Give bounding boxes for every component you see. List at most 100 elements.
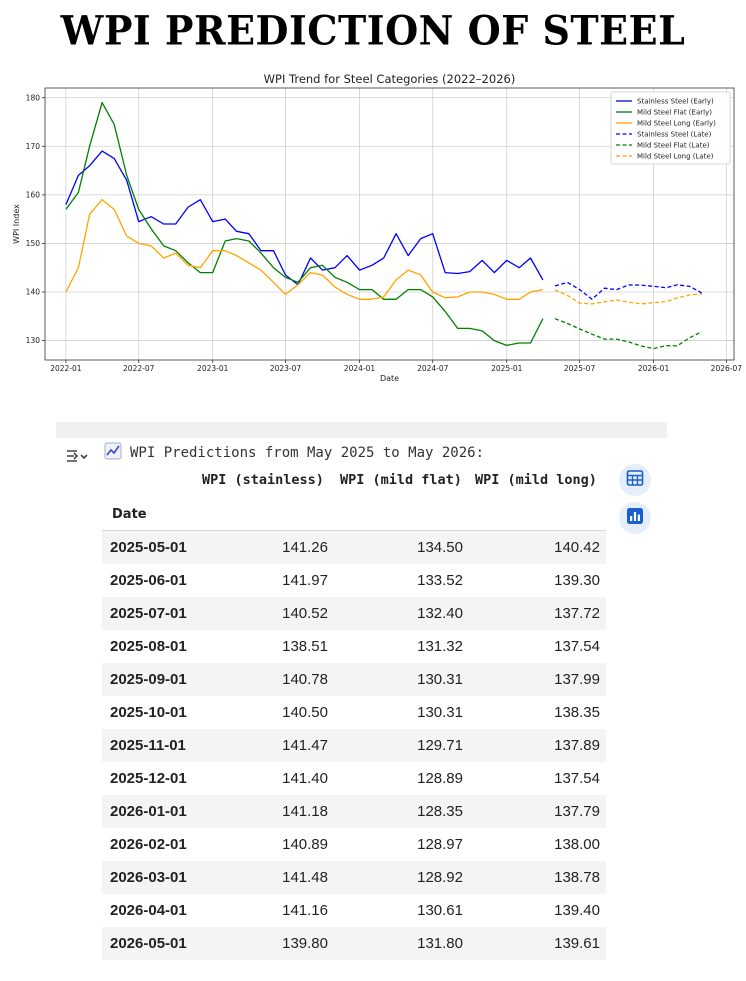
y-tick-label: 130	[26, 336, 41, 345]
convert-to-table-button[interactable]	[619, 464, 651, 496]
row-date: 2025-09-01	[110, 671, 187, 688]
table-row: 2026-01-01 141.18 128.35 137.79	[102, 795, 606, 828]
cell-mild-flat: 130.31	[417, 704, 463, 721]
page-title: WPI PREDICTION OF STEEL	[60, 6, 686, 55]
cell-mild-flat: 128.89	[417, 770, 463, 787]
output-heading-text: WPI Predictions from May 2025 to May 202…	[130, 445, 485, 461]
cell-mild-long: 139.30	[554, 572, 600, 589]
row-date: 2026-01-01	[110, 803, 187, 820]
cell-stainless: 141.47	[282, 737, 328, 754]
x-tick-label: 2025-01	[491, 364, 523, 373]
table-row: 2026-02-01 140.89 128.97 138.00	[102, 828, 606, 861]
cell-mild-long: 138.78	[554, 869, 600, 886]
cell-stainless: 138.51	[282, 638, 328, 655]
table-row: 2025-12-01 141.40 128.89 137.54	[102, 762, 606, 795]
cell-mild-flat: 133.52	[417, 572, 463, 589]
table-row: 2025-05-01 141.26 134.50 140.42	[102, 531, 606, 564]
chart-increasing-icon	[104, 442, 122, 464]
chart-title: WPI Trend for Steel Categories (2022–202…	[264, 72, 516, 86]
cell-stainless: 141.18	[282, 803, 328, 820]
output-heading: WPI Predictions from May 2025 to May 202…	[104, 442, 485, 464]
cell-mild-long: 137.89	[554, 737, 600, 754]
suggest-charts-button[interactable]	[619, 502, 651, 534]
wpi-line-chart: WPI Trend for Steel Categories (2022–202…	[12, 72, 742, 383]
table-icon	[626, 469, 644, 491]
row-date: 2025-12-01	[110, 770, 187, 787]
table-row: 2025-10-01 140.50 130.31 138.35	[102, 696, 606, 729]
row-date: 2026-02-01	[110, 836, 187, 853]
x-tick-label: 2022-01	[50, 364, 82, 373]
cell-stainless: 140.52	[282, 605, 328, 622]
row-date: 2025-06-01	[110, 572, 187, 589]
x-tick-label: 2025-07	[564, 364, 596, 373]
cell-mild-long: 139.61	[554, 935, 600, 952]
y-tick-label: 180	[26, 93, 41, 102]
bar-chart-icon	[626, 507, 644, 529]
cell-mild-flat: 134.50	[417, 539, 463, 556]
cell-stainless: 139.80	[282, 935, 328, 952]
cell-stainless: 141.97	[282, 572, 328, 589]
table-row: 2025-06-01 141.97 133.52 139.30	[102, 564, 606, 597]
predictions-table: 2025-05-01 141.26 134.50 140.42 2025-06-01 14…	[102, 530, 606, 960]
legend-box	[610, 91, 731, 165]
column-header-mild-flat: WPI (mild flat)	[340, 472, 462, 488]
table-row: 2025-11-01 141.47 129.71 137.89	[102, 729, 606, 762]
table-row: 2026-03-01 141.48 128.92 138.78	[102, 861, 606, 894]
cell-mild-flat: 128.97	[417, 836, 463, 853]
output-toggle-icon[interactable]	[65, 446, 89, 466]
cell-mild-flat: 131.80	[417, 935, 463, 952]
row-date: 2025-10-01	[110, 704, 187, 721]
cell-mild-long: 138.00	[554, 836, 600, 853]
column-header-stainless: WPI (stainless)	[202, 472, 324, 488]
series-line-2	[65, 199, 544, 300]
row-date: 2025-08-01	[110, 638, 187, 655]
x-tick-label: 2026-01	[638, 364, 670, 373]
row-date: 2026-04-01	[110, 902, 187, 919]
cell-mild-flat: 130.31	[417, 671, 463, 688]
cell-mild-long: 139.40	[554, 902, 600, 919]
cell-mild-long: 137.79	[554, 803, 600, 820]
cell-mild-long: 137.54	[554, 770, 600, 787]
cell-stainless: 141.48	[282, 869, 328, 886]
cell-stainless: 141.16	[282, 902, 328, 919]
row-date: 2025-11-01	[110, 737, 186, 754]
legend-entry: Mild Steel Flat (Early)	[637, 109, 712, 117]
row-date: 2026-03-01	[110, 869, 187, 886]
cell-stainless: 141.26	[282, 539, 328, 556]
cell-mild-flat: 130.61	[417, 902, 463, 919]
row-date: 2025-07-01	[110, 605, 187, 622]
table-row: 2025-08-01 138.51 131.32 137.54	[102, 630, 606, 663]
legend-entry: Mild Steel Long (Early)	[637, 120, 716, 128]
series-line-3	[554, 281, 703, 300]
series-line-0	[65, 150, 544, 286]
cell-mild-flat: 132.40	[417, 605, 463, 622]
series-line-1	[65, 101, 544, 347]
table-row: 2025-09-01 140.78 130.31 137.99	[102, 663, 606, 696]
x-axis-label: Date	[380, 374, 399, 383]
column-header-mild-long: WPI (mild long)	[475, 472, 597, 488]
legend-entry: Stainless Steel (Early)	[637, 98, 714, 106]
legend-entry: Stainless Steel (Late)	[637, 131, 712, 139]
notebook-output-panel: WPI Predictions from May 2025 to May 202…	[56, 422, 667, 967]
x-tick-label: 2022-07	[123, 364, 155, 373]
cell-stainless: 140.50	[282, 704, 328, 721]
index-header-date: Date	[112, 507, 147, 522]
plot-frame	[44, 87, 735, 361]
output-header-bar	[56, 422, 667, 438]
y-tick-label: 170	[26, 142, 41, 151]
x-tick-label: 2024-01	[344, 364, 376, 373]
x-tick-label: 2023-07	[270, 364, 302, 373]
cell-mild-flat: 128.35	[417, 803, 463, 820]
cell-mild-flat: 131.32	[417, 638, 463, 655]
table-header: WPI (stainless) WPI (mild flat) WPI (mil…	[102, 470, 606, 494]
cell-mild-long: 137.99	[554, 671, 600, 688]
table-row: 2026-04-01 141.16 130.61 139.40	[102, 894, 606, 927]
y-tick-label: 140	[26, 288, 41, 297]
table-row: 2026-05-01 139.80 131.80 139.61	[102, 927, 606, 960]
cell-mild-flat: 128.92	[417, 869, 463, 886]
table-row: 2025-07-01 140.52 132.40 137.72	[102, 597, 606, 630]
row-date: 2026-05-01	[110, 935, 187, 952]
series-line-5	[554, 289, 702, 305]
legend-entry: Mild Steel Flat (Late)	[637, 142, 710, 150]
cell-mild-long: 140.42	[554, 539, 600, 556]
